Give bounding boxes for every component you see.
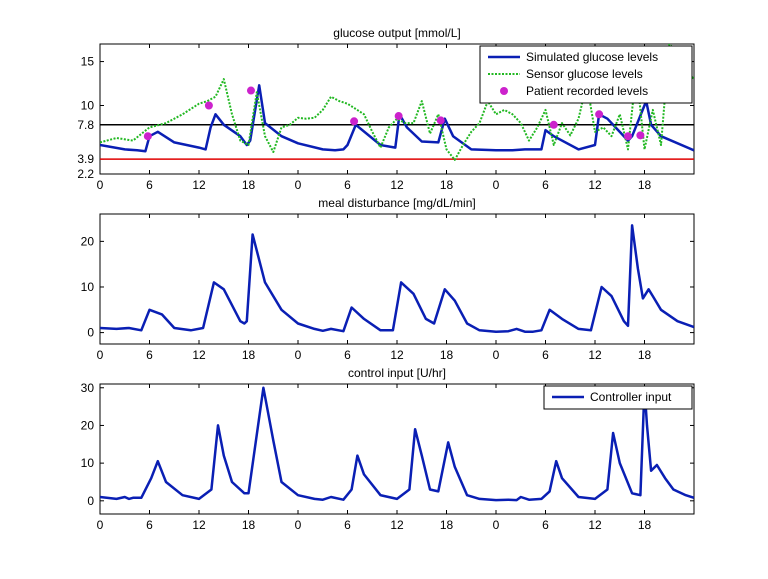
x-tick-label: 6 — [146, 518, 153, 532]
x-tick-label: 0 — [97, 178, 104, 192]
y-tick-label: 7.8 — [77, 118, 94, 132]
chart-panel-3: control input [U/hr] 0 6 12 18 0 6 12 18 0 6 12 18 0 1… — [81, 366, 695, 532]
x-tick-label: 18 — [242, 348, 256, 362]
y-tick-label: 10 — [81, 98, 95, 112]
x-tick-label: 6 — [542, 348, 549, 362]
x-tick-label: 0 — [97, 348, 104, 362]
chart-panel-1: glucose output [mmol/L] 0 6 12 18 0 6 12 18 0 6 12 1… — [77, 26, 695, 192]
y-tick-label: 3.9 — [77, 152, 94, 166]
x-tick-label: 18 — [242, 178, 256, 192]
legend-label: Sensor glucose levels — [526, 67, 643, 81]
series-line-1 — [100, 386, 694, 502]
x-tick-label: 6 — [146, 348, 153, 362]
x-tick-label: 0 — [97, 518, 104, 532]
patient-record-point — [394, 112, 403, 121]
series-line-1 — [100, 224, 694, 333]
patient-record-point — [636, 131, 645, 140]
x-tick-label: 12 — [192, 178, 206, 192]
x-tick-label: 6 — [542, 518, 549, 532]
legend: Simulated glucose levels Sensor glucose l… — [479, 45, 693, 104]
y-tick-label: 0 — [87, 326, 94, 340]
legend-label: Simulated glucose levels — [526, 50, 658, 64]
x-tick-label: 18 — [440, 348, 454, 362]
x-tick-label: 0 — [493, 348, 500, 362]
x-tick-label: 18 — [242, 518, 256, 532]
x-tick-label: 12 — [588, 348, 602, 362]
patient-record-point — [143, 132, 152, 141]
x-tick-label: 6 — [542, 178, 549, 192]
x-tick-label: 0 — [493, 178, 500, 192]
x-tick-label: 18 — [638, 518, 652, 532]
sensor-glucose-line — [100, 44, 694, 161]
x-tick-label: 18 — [638, 178, 652, 192]
x-tick-label: 12 — [192, 348, 206, 362]
series-line-1 — [100, 84, 694, 153]
patient-record-point — [350, 117, 359, 126]
x-tick-label: 12 — [588, 178, 602, 192]
legend-label: Patient recorded levels — [526, 84, 648, 98]
x-tick-label: 6 — [344, 348, 351, 362]
y-tick-label: 10 — [81, 456, 95, 470]
patient-record-point — [204, 101, 213, 110]
x-tick-label: 6 — [344, 178, 351, 192]
patient-record-point — [436, 116, 445, 125]
x-tick-label: 12 — [390, 348, 404, 362]
x-tick-label: 6 — [146, 178, 153, 192]
x-tick-label: 12 — [192, 518, 206, 532]
patient-record-point — [549, 120, 558, 129]
x-tick-label: 0 — [493, 518, 500, 532]
x-tick-label: 12 — [588, 518, 602, 532]
y-tick-label: 10 — [81, 280, 95, 294]
legend-label: Controller input — [590, 390, 672, 404]
y-tick-label: 0 — [87, 494, 94, 508]
chart-panel-2: meal disturbance [mg/dL/min] 0 6 12 18 0 6 12 18… — [81, 196, 695, 362]
legend-box — [543, 385, 693, 410]
patient-record-point — [595, 110, 604, 119]
y-tick-label: 2.2 — [77, 167, 94, 181]
legend: Controller input — [543, 385, 693, 410]
chart-title: meal disturbance [mg/dL/min] — [318, 196, 475, 210]
x-tick-label: 12 — [390, 178, 404, 192]
x-tick-label: 18 — [440, 518, 454, 532]
x-tick-label: 18 — [638, 348, 652, 362]
legend-marker — [500, 87, 508, 95]
x-tick-label: 12 — [390, 518, 404, 532]
y-tick-label: 30 — [81, 381, 95, 395]
y-tick-label: 20 — [81, 418, 95, 432]
patient-record-point — [246, 86, 255, 95]
x-tick-label: 0 — [295, 518, 302, 532]
plot-frame — [99, 213, 695, 345]
chart-title: control input [U/hr] — [348, 366, 446, 380]
y-tick-label: 15 — [81, 55, 95, 69]
x-tick-label: 0 — [295, 178, 302, 192]
legend-box — [479, 45, 693, 104]
x-tick-label: 6 — [344, 518, 351, 532]
x-tick-label: 0 — [295, 348, 302, 362]
patient-record-point — [624, 132, 632, 141]
x-tick-label: 18 — [440, 178, 454, 192]
chart-title: glucose output [mmol/L] — [333, 26, 460, 40]
y-tick-label: 20 — [81, 234, 95, 248]
